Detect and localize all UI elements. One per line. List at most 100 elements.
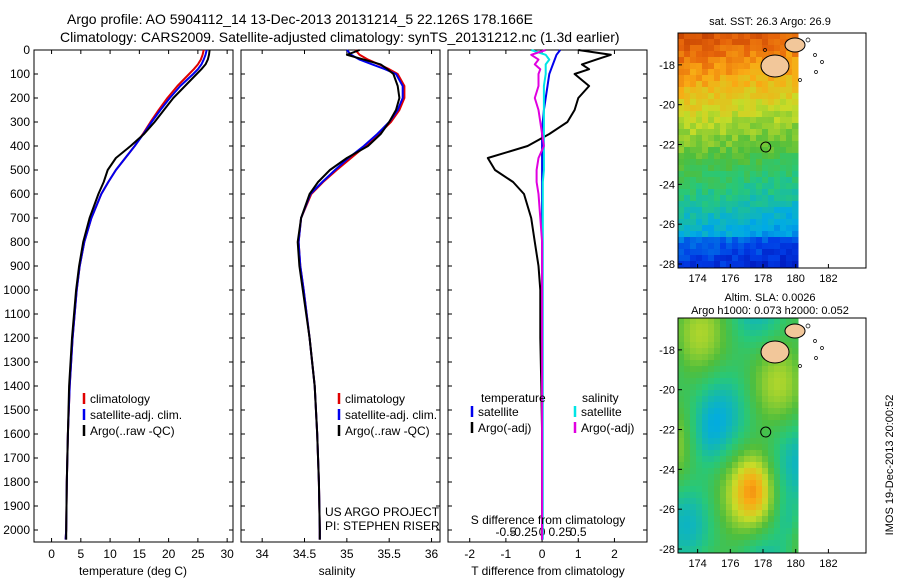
sst-cell	[768, 123, 775, 130]
sla-cell	[720, 510, 727, 517]
sla-cell	[786, 336, 793, 343]
sst-cell	[684, 51, 691, 58]
sst-cell	[744, 159, 751, 166]
x-tick-label: 20	[162, 547, 176, 561]
sst-cell	[696, 141, 703, 148]
sla-cell	[720, 504, 727, 511]
sst-cell	[756, 63, 763, 70]
sst-cell	[792, 153, 799, 160]
sst-cell	[762, 147, 769, 154]
sla-cell	[726, 426, 733, 433]
sst-cell	[696, 171, 703, 178]
sst-cell	[720, 81, 727, 88]
sla-cell	[768, 444, 775, 451]
sst-cell	[792, 63, 799, 70]
sst-cell	[750, 39, 757, 46]
sla-cell	[786, 516, 793, 523]
sst-cell	[768, 237, 775, 244]
sst-cell	[756, 135, 763, 142]
sst-cell	[762, 123, 769, 130]
sst-cell	[684, 177, 691, 184]
sst-cell	[756, 111, 763, 118]
sst-cell	[702, 45, 709, 52]
legend-label-sal-satellite: satellite	[581, 405, 622, 419]
sst-cell	[768, 45, 775, 52]
sst-cell	[690, 153, 697, 160]
sla-cell	[750, 402, 757, 409]
sla-cell	[720, 342, 727, 349]
sst-cell	[762, 213, 769, 220]
sst-cell	[732, 105, 739, 112]
sst-cell	[780, 183, 787, 190]
sla-cell	[696, 468, 703, 475]
sst-cell	[792, 243, 799, 250]
sst-cell	[696, 93, 703, 100]
sla-cell	[720, 324, 727, 331]
sla-cell	[708, 336, 715, 343]
sla-cell	[720, 492, 727, 499]
sst-cell	[780, 33, 787, 40]
sla-cell	[768, 408, 775, 415]
sla-cell	[762, 420, 769, 427]
sst-cell	[720, 141, 727, 148]
sst-cell	[780, 87, 787, 94]
sla-cell	[762, 504, 769, 511]
sst-cell	[792, 147, 799, 154]
sst-cell	[714, 237, 721, 244]
sla-cell	[720, 480, 727, 487]
sla-cell	[792, 432, 799, 439]
sla-cell	[696, 378, 703, 385]
sst-cell	[732, 255, 739, 262]
sst-cell	[726, 141, 733, 148]
sla-cell	[714, 516, 721, 523]
sst-cell	[738, 117, 745, 124]
y-tick-label: 300	[10, 115, 30, 129]
sst-cell	[714, 45, 721, 52]
y-tick-label: 600	[10, 187, 30, 201]
sla-cell	[786, 432, 793, 439]
sst-cell	[732, 117, 739, 124]
sst-cell	[738, 147, 745, 154]
sst-cell	[684, 171, 691, 178]
sla-cell	[786, 528, 793, 535]
sla-cell	[690, 318, 697, 325]
sst-cell	[708, 93, 715, 100]
sla-cell	[780, 408, 787, 415]
sla-cell	[768, 402, 775, 409]
sst-cell	[696, 45, 703, 52]
lon-tick-label: 178	[754, 273, 772, 285]
sla-cell	[768, 450, 775, 457]
temperature-legend: climatology satellite-adj. clim. Argo(..…	[82, 392, 182, 438]
sst-cell	[780, 243, 787, 250]
sla-cell	[744, 336, 751, 343]
sst-cell	[726, 165, 733, 172]
sst-cell	[720, 45, 727, 52]
sst-cell	[690, 159, 697, 166]
sst-cell	[738, 219, 745, 226]
sla-cell	[714, 486, 721, 493]
sla-cell	[774, 492, 781, 499]
sla-cell	[756, 546, 763, 553]
sst-cell	[726, 33, 733, 40]
sst-cell	[714, 111, 721, 118]
sst-cell	[792, 213, 799, 220]
sla-cell	[702, 396, 709, 403]
sla-cell	[684, 462, 691, 469]
sla-cell	[690, 528, 697, 535]
lon-tick-label: 174	[688, 273, 706, 285]
sla-cell	[738, 372, 745, 379]
sst-cell	[732, 111, 739, 118]
sst-cell	[726, 117, 733, 124]
sst-cell	[708, 63, 715, 70]
x-tick-label: 5	[77, 547, 84, 561]
sla-cell	[762, 534, 769, 541]
sst-cell	[768, 183, 775, 190]
sst-cell	[696, 117, 703, 124]
sla-cell	[678, 336, 685, 343]
sla-cell	[738, 450, 745, 457]
title-line-2: Climatology: CARS2009. Satellite-adjuste…	[60, 29, 620, 45]
sla-cell	[780, 480, 787, 487]
sla-cell	[726, 366, 733, 373]
sla-cell	[744, 414, 751, 421]
sst-cell	[690, 183, 697, 190]
